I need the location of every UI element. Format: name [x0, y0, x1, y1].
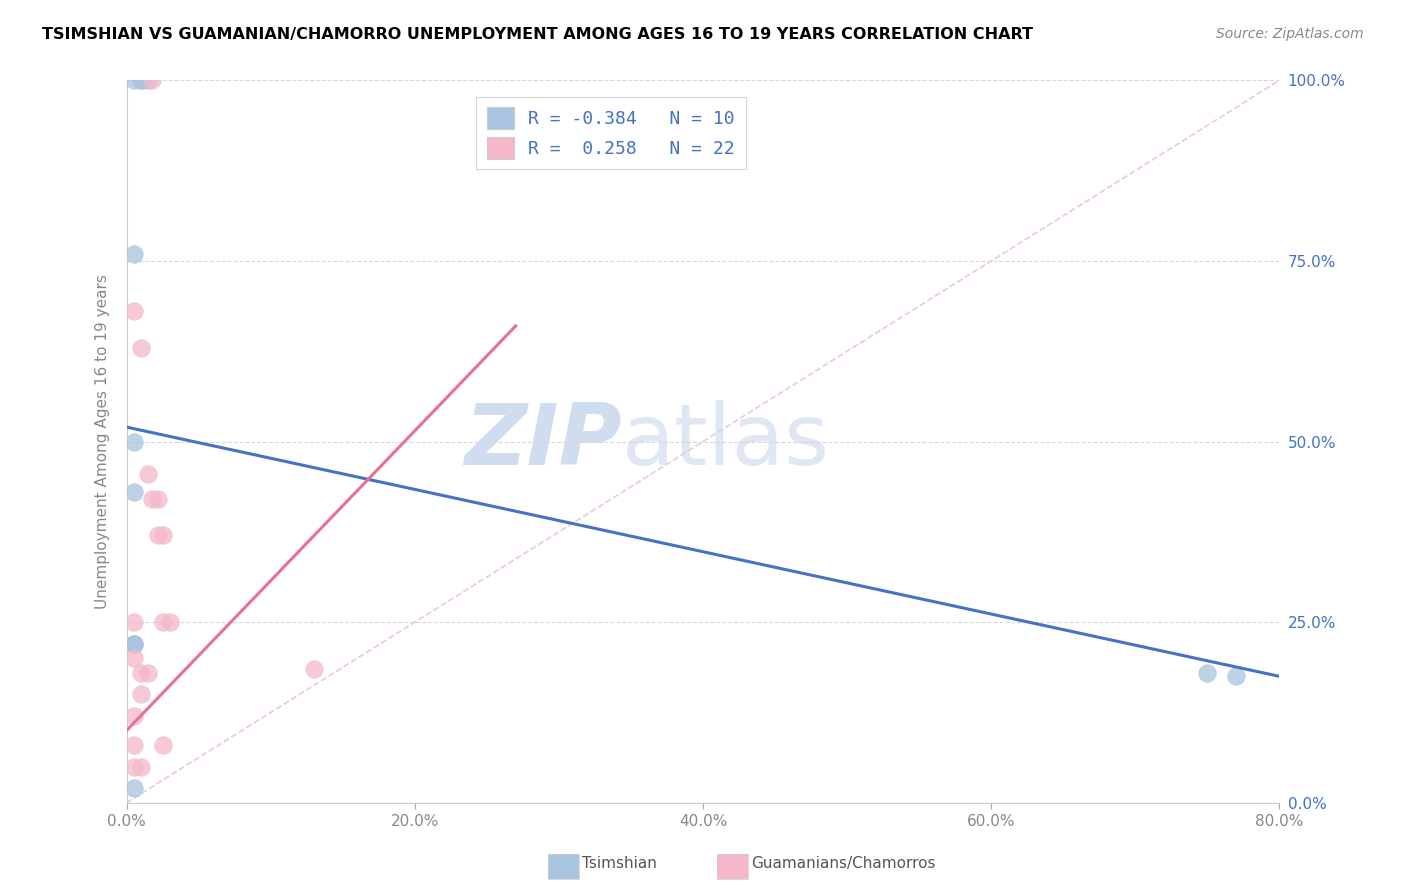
Point: [129, 687, 152, 701]
Point: [122, 637, 145, 651]
Point: [122, 434, 145, 449]
Point: [129, 73, 152, 87]
Text: Tsimshian: Tsimshian: [582, 856, 657, 871]
Point: [152, 615, 174, 630]
Point: [141, 73, 163, 87]
Point: [136, 665, 159, 680]
Point: [152, 528, 174, 542]
Point: [1197, 665, 1219, 680]
Point: [1225, 669, 1247, 683]
Point: [141, 492, 163, 507]
Point: [129, 760, 152, 774]
Point: [129, 341, 152, 355]
Point: [122, 651, 145, 665]
Text: Source: ZipAtlas.com: Source: ZipAtlas.com: [1216, 27, 1364, 41]
Point: [129, 73, 152, 87]
Point: [122, 781, 145, 796]
Point: [122, 485, 145, 500]
Point: [122, 637, 145, 651]
Point: [136, 73, 159, 87]
Legend: R = -0.384   N = 10, R =  0.258   N = 22: R = -0.384 N = 10, R = 0.258 N = 22: [475, 96, 745, 169]
Point: [152, 738, 174, 752]
Point: [122, 73, 145, 87]
Point: [159, 615, 181, 630]
Point: [122, 304, 145, 318]
Point: [122, 615, 145, 630]
Text: atlas: atlas: [623, 400, 831, 483]
Point: [148, 492, 170, 507]
Point: [122, 709, 145, 723]
Point: [129, 665, 152, 680]
Text: Guamanians/Chamorros: Guamanians/Chamorros: [751, 856, 935, 871]
Point: [136, 467, 159, 481]
Point: [122, 637, 145, 651]
Point: [148, 528, 170, 542]
Text: ZIP: ZIP: [464, 400, 623, 483]
Point: [122, 738, 145, 752]
Point: [122, 760, 145, 774]
Point: [122, 246, 145, 260]
Text: TSIMSHIAN VS GUAMANIAN/CHAMORRO UNEMPLOYMENT AMONG AGES 16 TO 19 YEARS CORRELATI: TSIMSHIAN VS GUAMANIAN/CHAMORRO UNEMPLOY…: [42, 27, 1033, 42]
Point: [302, 662, 325, 676]
Y-axis label: Unemployment Among Ages 16 to 19 years: Unemployment Among Ages 16 to 19 years: [94, 274, 110, 609]
